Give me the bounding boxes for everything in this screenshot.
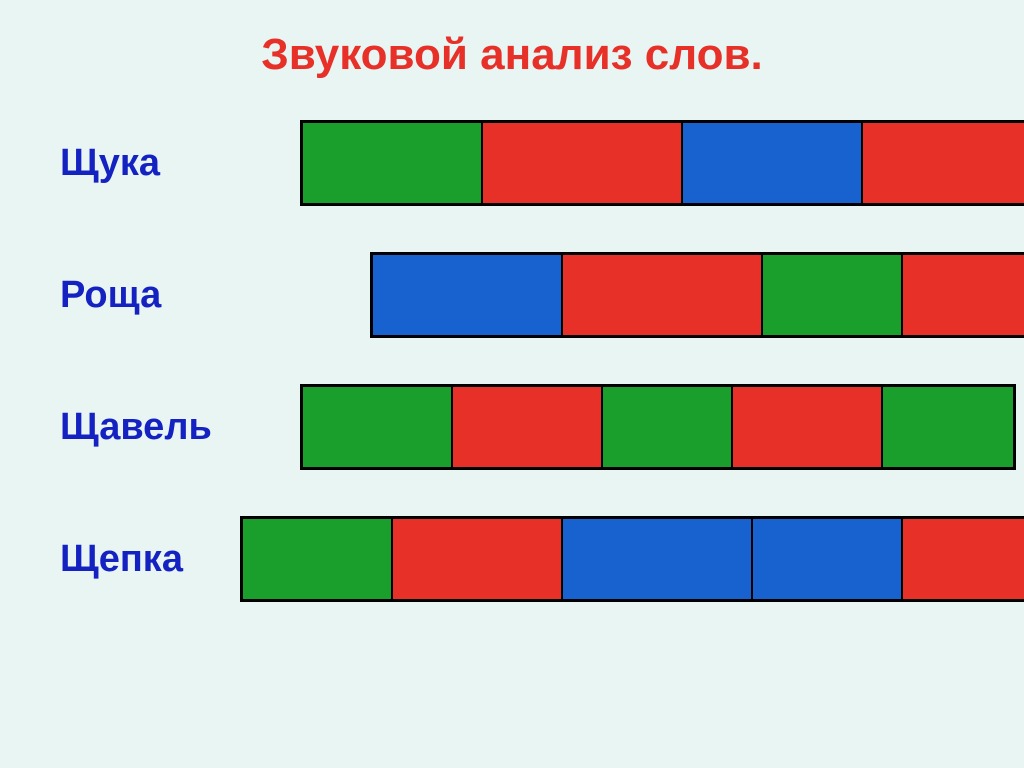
sound-cell xyxy=(563,255,763,335)
sound-bar xyxy=(370,252,1024,338)
sound-cell xyxy=(303,123,483,203)
sound-cell xyxy=(243,519,393,599)
sound-bar xyxy=(240,516,1024,602)
sound-cell xyxy=(483,123,683,203)
sound-cell xyxy=(453,387,603,467)
sound-cell xyxy=(393,519,563,599)
sound-cell xyxy=(863,123,1024,203)
word-label: Щука xyxy=(60,142,260,185)
word-row: Роща xyxy=(60,252,964,338)
sound-bar xyxy=(300,120,1024,206)
sound-cell xyxy=(753,519,903,599)
word-label: Щавель xyxy=(60,406,260,449)
word-row: Щука xyxy=(60,120,964,206)
sound-cell xyxy=(763,255,903,335)
sound-cell xyxy=(373,255,563,335)
rows-wrapper: Щука Роща Щавель Щепка xyxy=(60,120,964,602)
sound-cell xyxy=(733,387,883,467)
word-label: Роща xyxy=(60,274,260,317)
word-row: Щепка xyxy=(60,516,964,602)
sound-cell xyxy=(903,519,1024,599)
page-title: Звуковой анализ слов. xyxy=(60,30,964,80)
word-label: Щепка xyxy=(60,538,240,581)
sound-cell xyxy=(303,387,453,467)
word-row: Щавель xyxy=(60,384,964,470)
page-container: Звуковой анализ слов. Щука Роща Щавель Щепк… xyxy=(0,0,1024,768)
sound-bar xyxy=(300,384,1016,470)
sound-cell xyxy=(603,387,733,467)
sound-cell xyxy=(683,123,863,203)
sound-cell xyxy=(903,255,1024,335)
sound-cell xyxy=(883,387,1013,467)
sound-cell xyxy=(563,519,753,599)
